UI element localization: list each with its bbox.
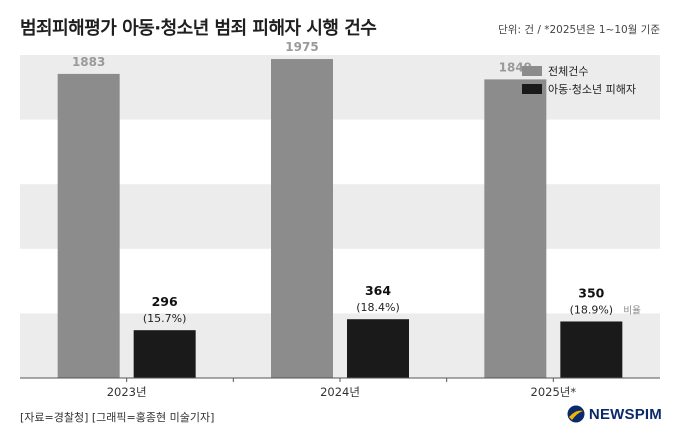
- bar-total: [271, 59, 333, 378]
- ratio-annotation: 비율: [623, 305, 641, 316]
- bar-ratio-label: (18.9%): [570, 303, 614, 316]
- bar-victims-label: 364: [365, 283, 391, 298]
- bar-victims-label: 350: [578, 285, 604, 300]
- legend-label: 전체건수: [548, 65, 588, 78]
- unit-note: 단위: 건 / *2025년은 1~10월 기준: [498, 24, 660, 36]
- grid-band: [20, 313, 660, 378]
- bar-victims: [560, 321, 623, 378]
- legend-label: 아동·청소년 피해자: [548, 82, 636, 96]
- bar-victims-label: 296: [152, 294, 178, 309]
- bar-victims: [347, 319, 409, 378]
- chart-title: 범죄피해평가 아동·청소년 범죄 피해자 시행 건수: [20, 18, 377, 39]
- newspim-logo-icon: [567, 405, 585, 423]
- brand-logo[interactable]: NEWSPIM: [567, 405, 662, 423]
- grid-band: [20, 184, 660, 249]
- legend-swatch: [522, 84, 542, 94]
- x-tick-label: 2023년: [107, 385, 147, 399]
- bar-ratio-label: (15.7%): [143, 312, 187, 325]
- brand-name: NEWSPIM: [588, 405, 662, 423]
- bar-chart: 1883296(15.7%)2023년1975364(18.4%)2024년18…: [20, 40, 660, 399]
- bar-total: [57, 73, 120, 378]
- legend-swatch: [522, 66, 542, 76]
- grid-band: [20, 55, 660, 120]
- bar-total-label: 1975: [285, 40, 318, 54]
- bar-total: [484, 79, 547, 378]
- source-credit: [자료=경찰청] [그래픽=홍종현 미술기자]: [20, 411, 215, 424]
- x-tick-label: 2024년: [320, 385, 360, 399]
- bar-total-label: 1883: [72, 55, 105, 69]
- x-tick-label: 2025년*: [531, 385, 577, 399]
- bar-victims: [133, 330, 196, 378]
- bar-ratio-label: (18.4%): [356, 301, 400, 314]
